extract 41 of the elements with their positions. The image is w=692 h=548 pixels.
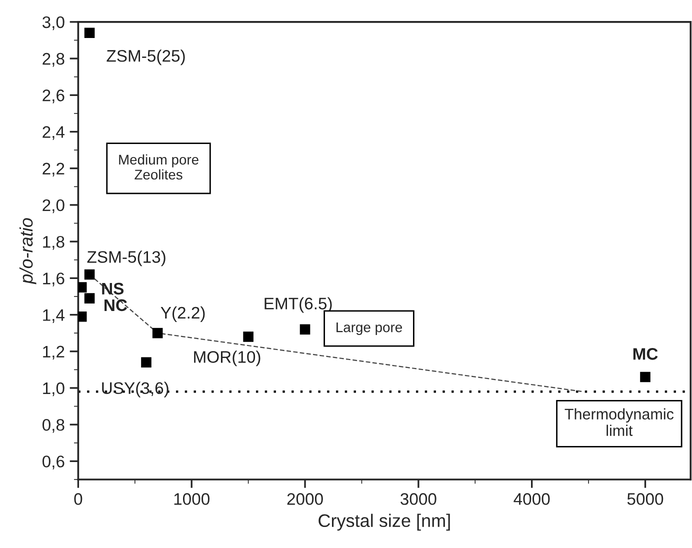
x-tick-label: 4000 [514,493,550,505]
annotation: ZSM-5(25) [106,50,185,66]
point [84,269,95,280]
x-tick-label: 2000 [287,493,323,505]
y-tick-label: 0,8 [42,418,64,433]
x-tick-label: 0 [74,493,82,505]
y-tick-label: 2,0 [42,199,64,214]
point [640,372,650,382]
y-tick-label: 1,4 [43,309,65,323]
annotation: ZSM-5(13) [87,250,166,266]
annotation: EMT(6.5) [264,297,332,313]
x-tick-label: 5000 [627,493,664,505]
x-tick-label: 1000 [174,493,210,505]
y-tick-label: 2,2 [42,162,64,177]
annotation: NC [104,299,128,312]
y-tick-label: 1,0 [43,382,64,396]
x-axis-title: Crystal size [nm] [318,514,450,531]
y-tick-label: 3,0 [42,16,64,30]
y-tick-label: 1,6 [43,272,64,286]
annotation: Medium pore Zeolites [119,154,198,180]
annotation: Large pore [336,322,402,335]
point [84,28,95,38]
annotation: Y(2.2) [160,306,205,322]
point [152,328,163,338]
y-tick-label: 2,8 [42,52,64,67]
point [84,293,95,304]
x-tick-label: 3000 [400,493,436,505]
y-tick-label: 1,8 [43,236,64,250]
y-axis-title: p/o-ratio [19,218,36,284]
point [141,357,152,368]
annotation: MOR(10) [194,350,260,366]
ref-line-label: Thermodynamic limit [564,408,674,436]
annotation: MC [633,348,658,360]
y-tick-label: 2,6 [42,90,64,104]
y-tick-label: 1,2 [43,346,64,360]
annotation: NS [102,282,124,295]
point [300,324,310,335]
y-tick-label: 0,6 [42,456,64,470]
annotation: USY(3,6) [102,382,168,398]
y-tick-label: 2,4 [42,126,65,140]
point [243,332,254,342]
